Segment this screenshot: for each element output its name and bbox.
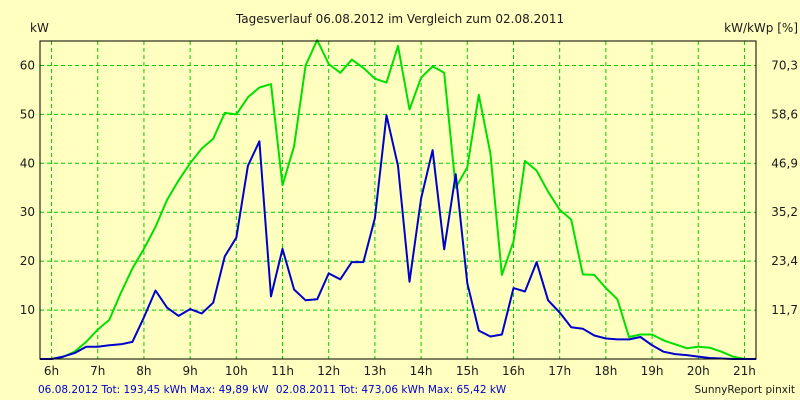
grid [40,41,756,359]
y-axis-label-right: kW/kWp [%] [724,21,798,35]
y-tick-label-right: 58,6 [771,107,798,121]
x-ticks: 6h 7h 8h 9h 10h 11h 12h 13h 14h 15h 16h 17h 18h 19h 20… [44,364,756,378]
y-tick-label-left: 20 [20,254,35,268]
y-tick-label-right: 70,3 [771,58,798,72]
y-tick-label-left: 60 [20,58,35,72]
y-tick-label-right: 35,2 [771,205,798,219]
footer-stats-2011: 02.08.2011 Tot: 473,06 kWh Max: 65,42 kW [276,384,507,396]
y-tick-label-left: 30 [20,205,35,219]
y-tick-label-right: 11,7 [771,303,798,317]
footer-stats-2012: 06.08.2012 Tot: 193,45 kWh Max: 49,89 kW [38,384,269,396]
plot-frame [39,40,757,360]
x-tick-label: 10h [225,364,248,378]
x-tick-label: 13h [363,364,386,378]
x-tick-label: 14h [410,364,433,378]
x-tick-label: 16h [502,364,525,378]
footer-line: 06.08.2012 Tot: 193,45 kWh Max: 49,89 kW… [38,384,507,396]
x-tick-label: 8h [136,364,151,378]
y-tick-label-left: 50 [20,107,35,121]
y-tick-label-left: 10 [20,303,35,317]
x-tick-label: 6h [44,364,59,378]
x-tick-label: 11h [271,364,294,378]
x-tick-label: 19h [641,364,664,378]
y-ticks-right: 11,7 23,4 35,2 46,9 58,6 70,3 [771,58,798,317]
x-tick-label: 17h [548,364,571,378]
x-tick-label: 12h [317,364,340,378]
x-tick-label: 21h [733,364,756,378]
y-tick-label-right: 23,4 [771,254,798,268]
y-tick-label-right: 46,9 [771,156,798,170]
x-tick-label: 9h [183,364,198,378]
chart-title: Tagesverlauf 06.08.2012 im Vergleich zum… [235,12,564,26]
y-ticks-left: 10 20 30 40 50 60 [20,58,35,317]
series-line-06.08.2012 [40,114,756,360]
x-tick-label: 18h [594,364,617,378]
series-line-02.08.2011 [40,39,756,360]
x-tick-label: 7h [90,364,105,378]
y-tick-label-left: 40 [20,156,35,170]
x-tick-label: 15h [456,364,479,378]
footer-brand: SunnyReport pinxit [695,384,795,396]
series-group [40,39,756,360]
y-axis-label-left: kW [30,21,49,35]
x-tick-label: 20h [687,364,710,378]
